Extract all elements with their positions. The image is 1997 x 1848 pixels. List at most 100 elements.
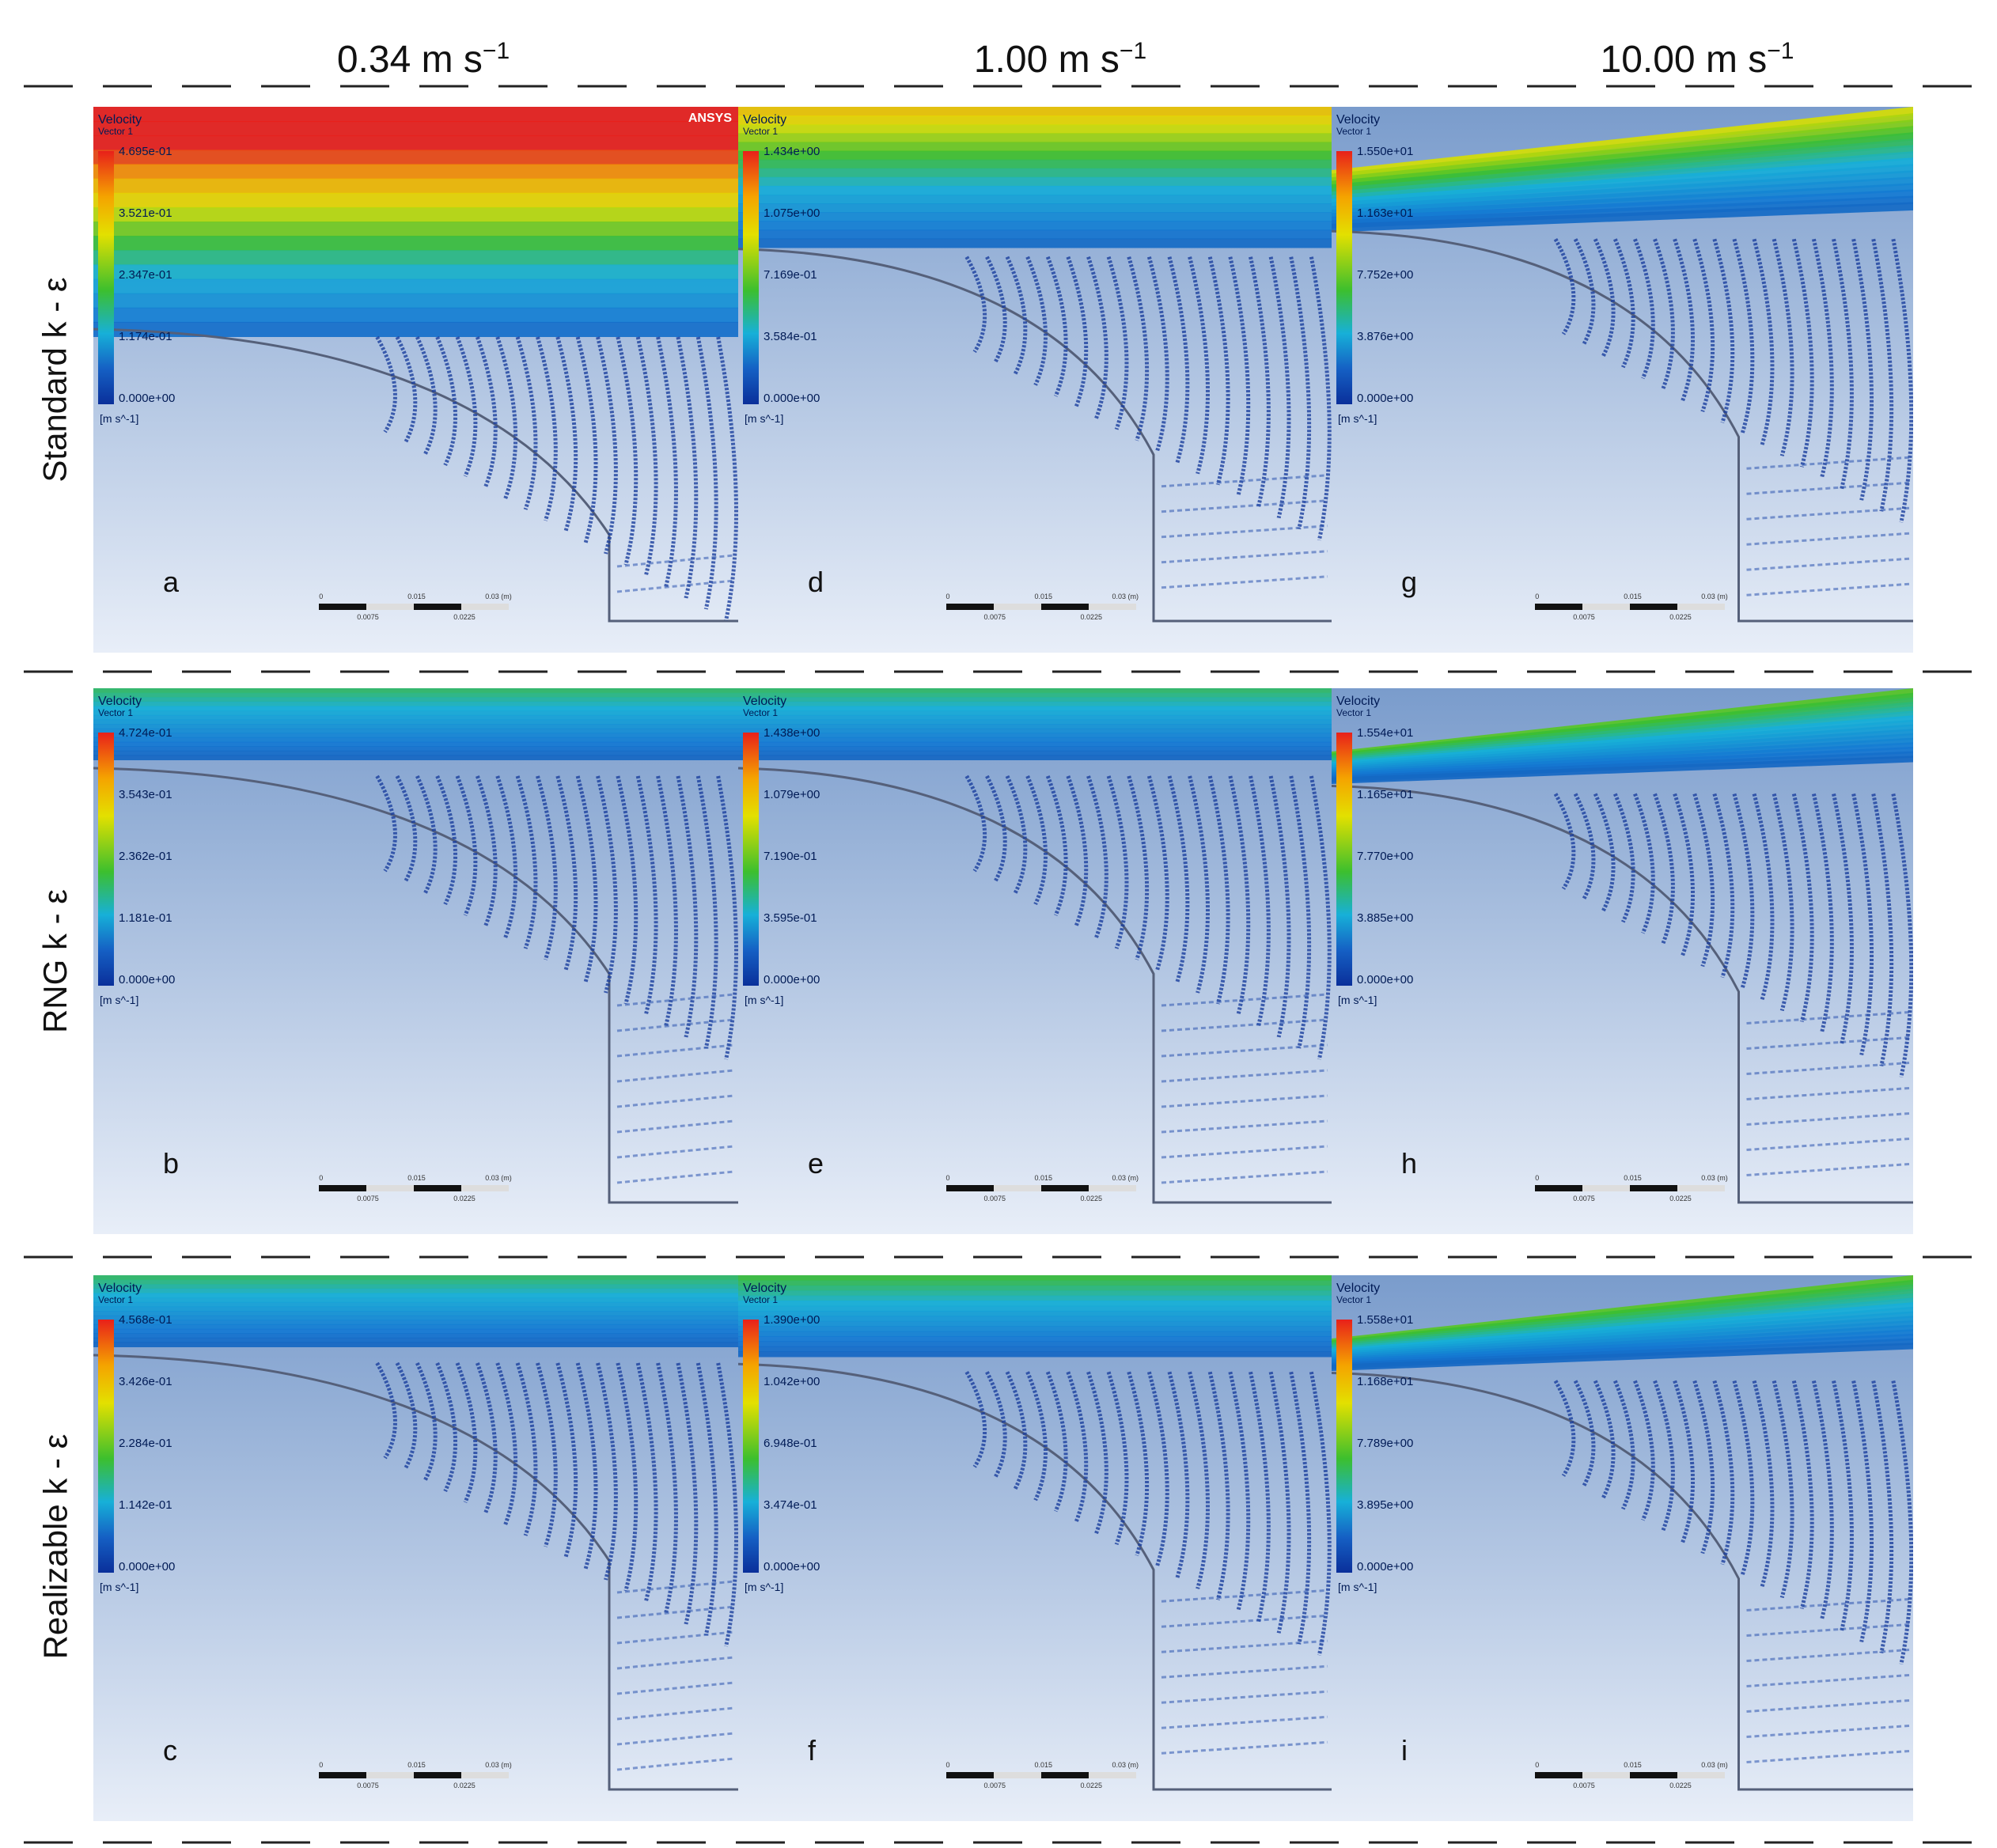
vector-streak: [1045, 256, 1068, 397]
legend-title: Velocity: [98, 695, 142, 708]
legend-colorbar: [1336, 733, 1352, 986]
freestream-band: [738, 1316, 1332, 1322]
vector-streak: [1025, 1371, 1048, 1502]
freestream-band: [93, 264, 738, 280]
vector-row: [1161, 575, 1328, 589]
vector-streak: [1553, 238, 1576, 335]
vector-row: [1161, 1119, 1328, 1134]
vector-streak: [1871, 793, 1894, 1067]
scale-bar: 0 0.015 0.03 (m) 0.0075 0.0225: [319, 591, 525, 631]
vector-streak: [1146, 256, 1169, 453]
scale-bar: 0 0.015 0.03 (m) 0.0075 0.0225: [319, 1759, 525, 1799]
vector-streak: [1613, 793, 1635, 923]
vector-streak: [495, 775, 518, 938]
vector-streak: [1106, 256, 1129, 430]
vector-streak: [1188, 775, 1210, 994]
row-separator: [0, 663, 1997, 673]
vector-streak: [1309, 256, 1332, 541]
legend-tick-label: 1.042e+00: [764, 1375, 820, 1388]
vector-row: [1746, 1036, 1910, 1050]
vector-streak: [1025, 775, 1048, 906]
vector-row: [1746, 1112, 1910, 1126]
row-separator: [0, 1248, 1997, 1259]
vector-streak: [536, 1362, 558, 1547]
vector-row: [1746, 532, 1910, 546]
vector-streak: [1653, 1380, 1675, 1532]
legend-colorbar: [98, 1320, 114, 1573]
panel-letter: c: [163, 1734, 177, 1767]
vector-row: [1746, 557, 1910, 571]
scale-label: 0: [945, 593, 950, 600]
freestream-band: [93, 1275, 738, 1281]
vector-streak: [596, 336, 618, 555]
scale-segment: [414, 604, 462, 610]
vector-streak: [395, 335, 418, 445]
freestream-band: [738, 221, 1332, 231]
freestream-band: [93, 135, 738, 151]
vector-streak: [1832, 238, 1854, 490]
scale-bar: 0 0.015 0.03 (m) 0.0075 0.0225: [319, 1172, 525, 1212]
row-title-label: RNG k - ε: [36, 888, 74, 1034]
scale-segment: [945, 1185, 994, 1191]
scale-segment: [461, 1772, 510, 1778]
scale-segment: [1677, 1772, 1726, 1778]
freestream-band: [738, 168, 1332, 178]
legend-unit: [m s^-1]: [745, 994, 784, 1006]
scale-segment: [1677, 1185, 1726, 1191]
vector-streak: [1228, 1371, 1251, 1611]
vector-row: [1746, 506, 1910, 521]
legend-tick-label: 1.554e+01: [1357, 726, 1414, 740]
freestream-band: [738, 194, 1332, 205]
row-title-rng: RNG k - ε: [24, 724, 87, 1199]
legend-tick-label: 0.000e+00: [1357, 392, 1414, 405]
legend-tick-label: 1.079e+00: [764, 788, 820, 801]
vector-streak: [1309, 1371, 1332, 1656]
vector-streak: [1593, 1380, 1616, 1499]
vector-streak: [635, 336, 658, 577]
velocity-legend: Velocity Vector 1 1.558e+01 1.168e+01 7.789e…: [1336, 1282, 1471, 1593]
vector-streak: [716, 775, 738, 1060]
legend-tick-label: 3.885e+00: [1357, 911, 1414, 925]
velocity-panel-i: Velocity Vector 1 1.558e+01 1.168e+01 7.789e…: [1332, 1275, 1913, 1821]
vector-row: [1746, 1750, 1910, 1763]
vector-streak: [1249, 1371, 1271, 1623]
scale-segment: [319, 604, 367, 610]
vector-row: [616, 1656, 735, 1670]
legend-tick-label: 0.000e+00: [1357, 1560, 1414, 1573]
vector-streak: [536, 336, 558, 521]
legend-title: Velocity: [743, 113, 787, 127]
scale-bar: 0 0.015 0.03 (m) 0.0075 0.0225: [945, 1759, 1152, 1799]
scale-label: 0: [1535, 1174, 1540, 1182]
vector-streak: [716, 336, 738, 621]
vector-row: [616, 1630, 735, 1645]
legend-title: Velocity: [1336, 113, 1381, 127]
scale-label: 0: [1535, 1761, 1540, 1769]
freestream-band: [93, 206, 738, 222]
vector-streak: [1851, 1380, 1874, 1643]
freestream-band: [738, 238, 1332, 248]
vector-row: [616, 1170, 735, 1184]
vector-row: [1746, 1087, 1910, 1100]
vector-streak: [415, 335, 438, 456]
vector-streak: [1249, 256, 1271, 508]
vector-streak: [455, 336, 478, 477]
vector-row: [1746, 1163, 1910, 1176]
legend-subtitle: Vector 1: [98, 707, 134, 718]
vector-streak: [395, 774, 418, 884]
vector-row: [1746, 1138, 1910, 1151]
legend-tick-label: 2.284e-01: [119, 1437, 172, 1450]
freestream-band: [738, 185, 1332, 195]
vector-streak: [964, 256, 987, 354]
vector-streak: [1712, 793, 1735, 979]
vector-streak: [1146, 1371, 1169, 1567]
freestream-band: [93, 697, 738, 702]
vector-row: [1161, 550, 1328, 564]
column-title-v034: 0.34 m s−1: [131, 16, 716, 87]
vector-streak: [1851, 238, 1874, 501]
vector-streak: [375, 335, 397, 434]
scale-label: 0.0225: [1080, 1782, 1103, 1789]
vector-streak: [1573, 793, 1596, 901]
scale-segment: [319, 1772, 367, 1778]
freestream-band: [93, 278, 738, 294]
vector-streak: [555, 336, 578, 532]
